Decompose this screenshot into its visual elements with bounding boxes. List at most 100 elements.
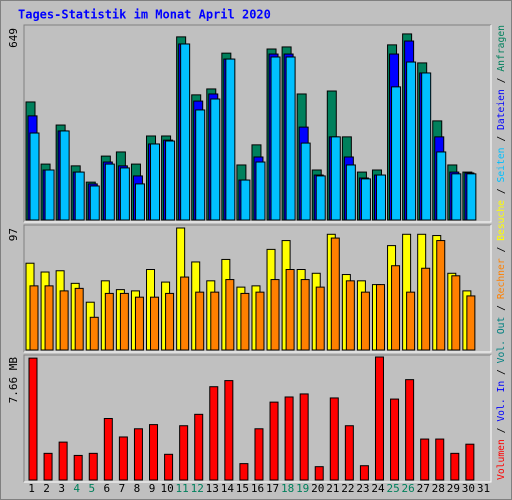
bar [88, 452, 98, 481]
bar [375, 284, 385, 351]
bar [345, 164, 356, 221]
bar [180, 276, 190, 351]
bar [225, 279, 235, 351]
bar [119, 167, 130, 221]
legend-separator: / [496, 182, 507, 199]
legend-entry: Volumen [496, 439, 507, 480]
legend-separator: / [496, 299, 507, 316]
bar [134, 183, 145, 221]
panel-edge [24, 225, 492, 353]
panel-edge [24, 355, 492, 483]
bar [360, 178, 371, 221]
bar [315, 286, 325, 351]
bar [59, 130, 70, 221]
bar [74, 287, 84, 351]
bar [344, 425, 354, 481]
x-tick-label: 23 [356, 482, 369, 495]
bar [406, 61, 417, 221]
bar [330, 136, 341, 221]
y-tick-label: 7.66 MB [7, 357, 20, 404]
x-tick-label: 29 [447, 482, 460, 495]
x-tick-label: 4 [73, 482, 80, 495]
legend-entry: Seiten [496, 147, 507, 182]
x-tick-label: 5 [88, 482, 95, 495]
bar [285, 269, 295, 351]
legend-entry: Rechner [496, 258, 507, 299]
bar [149, 424, 159, 481]
bar [405, 379, 415, 481]
x-tick-label: 11 [176, 482, 189, 495]
bar [150, 296, 160, 351]
bar [374, 356, 384, 481]
bar [104, 163, 115, 221]
bar [330, 237, 340, 351]
x-tick-label: 10 [160, 482, 173, 495]
chart-title: Tages-Statistik im Monat April 2020 [18, 8, 271, 22]
bar [300, 279, 310, 351]
x-tick-label: 6 [104, 482, 111, 495]
bar [44, 285, 54, 351]
bar [134, 296, 144, 351]
legend-separator: / [496, 363, 507, 380]
panel-edge [24, 25, 492, 223]
bar [224, 380, 234, 481]
bar [270, 56, 281, 221]
legend: Volumen / Vol. In / Vol. Out / Rechner /… [496, 25, 507, 480]
x-tick-label: 26 [402, 482, 415, 495]
bar [119, 292, 129, 351]
bar [255, 161, 266, 221]
bar [255, 291, 265, 351]
x-tick-label: 14 [221, 482, 235, 495]
bar [375, 174, 386, 221]
x-tick-label: 22 [341, 482, 354, 495]
x-tick-label: 2 [43, 482, 50, 495]
bar [89, 185, 100, 221]
bar [195, 291, 205, 351]
bar [435, 438, 445, 481]
bar [329, 397, 339, 481]
bar [164, 453, 174, 481]
x-tick-label: 20 [311, 482, 324, 495]
legend-entry: Vol. In [496, 381, 507, 422]
x-tick-label: 17 [266, 482, 279, 495]
bar [209, 386, 219, 481]
bar [59, 290, 69, 351]
x-tick-label: 8 [134, 482, 141, 495]
y-tick-label: 649 [7, 28, 20, 48]
panel-edge [23, 224, 491, 352]
bar [133, 428, 143, 481]
bar [44, 169, 55, 221]
bar [73, 454, 83, 481]
bar [360, 291, 370, 351]
bar [179, 425, 189, 481]
bar [390, 398, 400, 481]
panel-edge [23, 24, 491, 222]
legend-entry: Vol. Out [496, 317, 507, 364]
bar [89, 316, 99, 351]
bar [466, 295, 476, 351]
x-tick-label: 12 [191, 482, 204, 495]
x-tick-label: 3 [58, 482, 65, 495]
bar [420, 438, 430, 481]
bar [465, 443, 475, 481]
x-tick-label: 24 [371, 482, 385, 495]
bar [239, 463, 249, 481]
bar [165, 292, 175, 351]
x-tick-label: 7 [119, 482, 126, 495]
bar [421, 267, 431, 351]
bar [74, 171, 85, 221]
bar [29, 132, 40, 221]
bar [195, 109, 206, 221]
bar [28, 357, 38, 481]
x-tick-label: 13 [206, 482, 219, 495]
y-tick-label: 97 [7, 228, 20, 241]
bar [451, 275, 461, 351]
bar [180, 43, 191, 221]
bar [254, 428, 264, 481]
x-tick-label: 21 [326, 482, 339, 495]
bar [103, 418, 113, 481]
x-tick-label: 27 [417, 482, 430, 495]
bar [210, 291, 220, 351]
